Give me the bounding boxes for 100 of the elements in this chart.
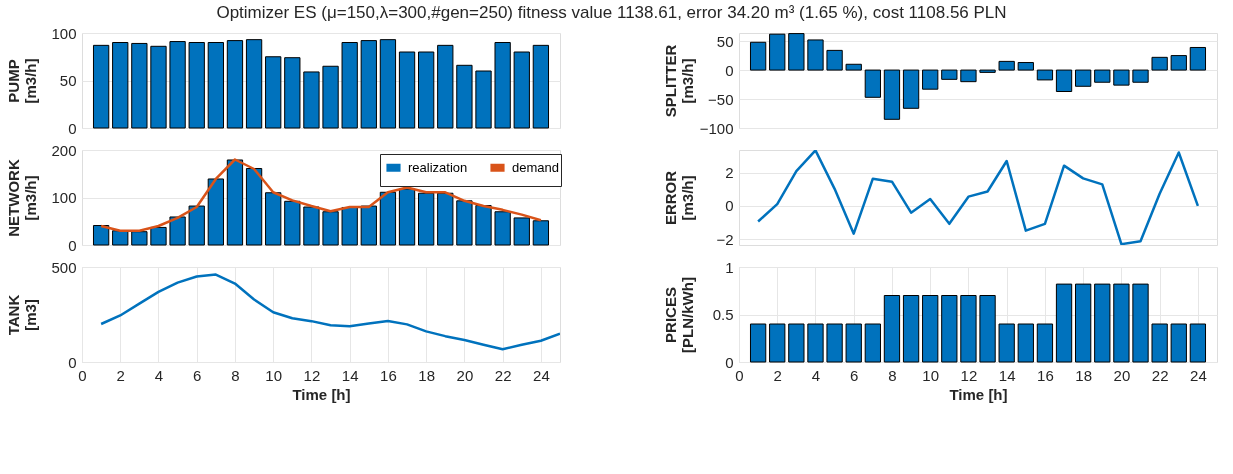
bar	[1055, 69, 1073, 93]
y-tick-label: 0	[725, 353, 734, 371]
bar	[169, 41, 186, 129]
x-tick-label: 24	[1190, 366, 1207, 384]
bar	[150, 226, 167, 246]
y-tick-label: 0.5	[712, 306, 734, 323]
y-tick-label: 500	[51, 258, 77, 276]
bar	[1075, 69, 1092, 87]
bar	[1151, 56, 1168, 71]
y-tick-label: 0	[68, 353, 77, 371]
bar	[437, 192, 454, 246]
y-tick-label: 0	[68, 119, 77, 137]
bar	[456, 200, 473, 246]
bar	[1094, 69, 1111, 83]
bar	[532, 220, 550, 246]
y-axis-title: PRICES [PLN/kWh]	[661, 277, 696, 353]
bar	[864, 323, 881, 363]
bar	[1113, 69, 1130, 86]
bar	[303, 206, 320, 246]
bar	[1189, 323, 1207, 363]
y-tick-label: 100	[51, 189, 77, 206]
bar	[1036, 69, 1054, 81]
bar	[341, 206, 358, 246]
y-tick-label: 50	[59, 72, 77, 89]
bar	[131, 231, 148, 246]
bar	[1075, 283, 1092, 363]
bar	[749, 323, 767, 363]
bar	[226, 159, 244, 246]
y-axis-title: ERROR [m3/h]	[661, 170, 696, 226]
x-tick-label: 16	[380, 366, 397, 384]
y-tick-label: −2	[716, 230, 734, 248]
bar	[398, 188, 416, 246]
bar	[922, 69, 939, 90]
x-tick-label: 10	[922, 366, 940, 384]
bar	[883, 295, 901, 363]
bar	[1017, 323, 1034, 363]
bar	[188, 42, 205, 129]
legend-label: demand	[512, 159, 559, 175]
bar	[398, 51, 416, 129]
bar	[1189, 46, 1207, 71]
bar	[1170, 55, 1187, 71]
y-axis-title: NETWORK [m3/h]	[4, 159, 39, 237]
line-series	[756, 150, 1200, 245]
y-tick-label: 2	[725, 164, 734, 181]
x-tick-label: 6	[193, 366, 202, 384]
bar	[513, 217, 530, 246]
bar	[845, 323, 862, 363]
x-tick-label: 14	[341, 366, 359, 384]
bar	[131, 42, 148, 129]
y-tick-label: 0	[725, 197, 734, 215]
x-tick-label: 18	[1075, 366, 1092, 384]
bar	[207, 178, 224, 246]
x-tick-label: 12	[960, 366, 978, 384]
y-tick-label: −50	[708, 90, 734, 108]
bar	[998, 60, 1015, 71]
bar	[513, 51, 530, 129]
bar	[226, 40, 244, 129]
bar	[418, 192, 435, 246]
bar	[941, 295, 958, 363]
bar	[437, 44, 454, 129]
bar	[807, 39, 824, 71]
bar	[1170, 323, 1187, 363]
bar	[941, 69, 958, 80]
bar	[322, 65, 339, 129]
bar	[979, 69, 996, 73]
bar	[418, 51, 435, 129]
x-tick-label: 6	[850, 366, 859, 384]
bar	[1132, 69, 1149, 83]
text: Optimizer ES (μ=150,λ=300,#gen=250) fitness value 1138.61, error 34.20 m³ (1.65 %), cost 1108.56 PLN	[216, 2, 1007, 22]
bar	[360, 205, 377, 246]
bar	[845, 63, 862, 71]
legend-label: realization	[408, 159, 468, 175]
line-series	[99, 273, 560, 351]
bar	[265, 56, 282, 129]
bar	[902, 69, 920, 109]
x-tick-label: 22	[494, 366, 512, 384]
bar	[807, 323, 824, 363]
y-axis-title: PUMP [m3/h]	[4, 58, 39, 104]
bar	[92, 44, 110, 129]
bar	[998, 323, 1015, 363]
x-tick-label: 2	[773, 366, 782, 384]
bar	[826, 49, 843, 71]
bar	[150, 45, 167, 129]
y-tick-label: 0	[68, 236, 77, 254]
bar	[769, 33, 786, 71]
y-tick-label: 50	[716, 32, 734, 50]
bar	[769, 323, 786, 363]
bar	[475, 205, 492, 246]
x-tick-label: 8	[888, 366, 897, 384]
bar	[245, 39, 263, 129]
y-tick-label: −100	[699, 119, 734, 137]
bar	[826, 323, 843, 363]
bar	[749, 41, 767, 71]
bar	[322, 211, 339, 246]
bar	[112, 42, 129, 129]
x-tick-label: 8	[231, 366, 240, 384]
y-tick-label: 200	[51, 141, 77, 159]
bar	[960, 295, 977, 363]
bar	[883, 69, 901, 120]
bar	[864, 69, 881, 98]
